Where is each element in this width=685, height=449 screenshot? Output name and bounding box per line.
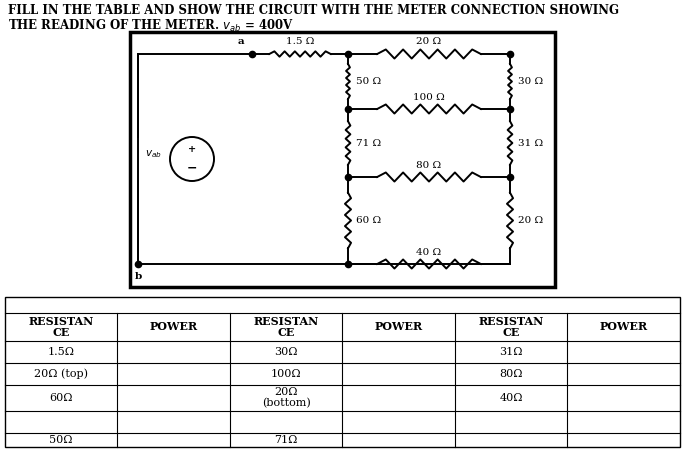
Text: RESISTAN
CE: RESISTAN CE [479, 316, 544, 339]
Text: 100Ω: 100Ω [271, 369, 301, 379]
Text: 50 Ω: 50 Ω [356, 77, 381, 86]
Text: 100 Ω: 100 Ω [413, 93, 445, 102]
Text: POWER: POWER [599, 321, 648, 333]
Text: 80Ω: 80Ω [499, 369, 523, 379]
Text: 80 Ω: 80 Ω [416, 161, 442, 170]
Text: $v_{ab}$: $v_{ab}$ [145, 148, 162, 160]
Text: b: b [134, 272, 142, 281]
Text: 30Ω: 30Ω [275, 347, 298, 357]
Text: FILL IN THE TABLE AND SHOW THE CIRCUIT WITH THE METER CONNECTION SHOWING: FILL IN THE TABLE AND SHOW THE CIRCUIT W… [8, 4, 619, 17]
Bar [130, 32, 555, 287]
Text: 40 Ω: 40 Ω [416, 248, 442, 257]
Text: 20 Ω: 20 Ω [416, 37, 442, 46]
Text: 31Ω: 31Ω [499, 347, 523, 357]
Text: −: − [187, 162, 197, 175]
Text: RESISTAN
CE: RESISTAN CE [29, 316, 94, 339]
Text: 71Ω: 71Ω [275, 435, 298, 445]
Text: RESISTAN
CE: RESISTAN CE [253, 316, 319, 339]
Text: 50Ω: 50Ω [49, 435, 73, 445]
Text: 60 Ω: 60 Ω [356, 216, 381, 225]
Text: 60Ω: 60Ω [49, 393, 73, 403]
Text: +: + [188, 145, 196, 154]
Text: 40Ω: 40Ω [499, 393, 523, 403]
Text: POWER: POWER [150, 321, 198, 333]
Text: 20Ω
(bottom): 20Ω (bottom) [262, 387, 310, 409]
Text: 1.5 Ω: 1.5 Ω [286, 37, 314, 46]
Text: 20 Ω: 20 Ω [518, 216, 543, 225]
Text: 31 Ω: 31 Ω [518, 138, 543, 148]
Text: 20Ω (top): 20Ω (top) [34, 369, 88, 379]
Text: a: a [238, 37, 244, 46]
Text: 30 Ω: 30 Ω [518, 77, 543, 86]
Text: THE READING OF THE METER. $v_{ab}$ = 400V: THE READING OF THE METER. $v_{ab}$ = 400… [8, 18, 294, 34]
Text: 1.5Ω: 1.5Ω [48, 347, 75, 357]
Bar [5, 297, 680, 447]
Text: POWER: POWER [375, 321, 423, 333]
Text: 71 Ω: 71 Ω [356, 138, 381, 148]
